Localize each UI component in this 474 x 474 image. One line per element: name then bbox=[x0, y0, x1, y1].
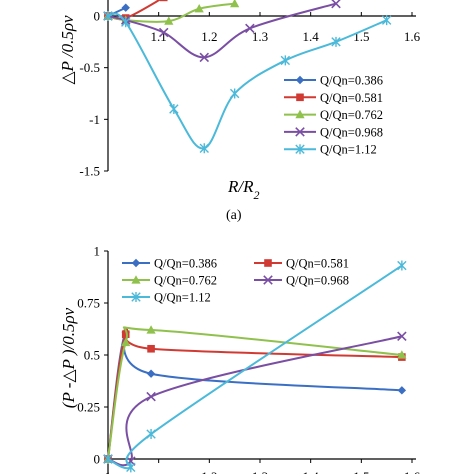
panel-b-data-point bbox=[397, 350, 407, 359]
panel-b-data-point bbox=[146, 325, 156, 334]
panel-b-legend-item-4: Q/Qn=0.968 bbox=[254, 274, 349, 288]
panel-b-tick-labels: 0 0.25 0.5 0.75 1 1 1.2 1.3 1.4 1.5 1.6 bbox=[77, 244, 420, 474]
panel-a-data-point bbox=[121, 3, 130, 12]
panel-b-x-tick-label: 1 bbox=[105, 469, 112, 474]
panel-a-y-tick-label: -0.5 bbox=[79, 60, 100, 75]
panel-b-legend-item-3: Q/Qn=0.762 bbox=[122, 274, 217, 288]
panel-a-data-point bbox=[159, 0, 168, 2]
panel-a-legend-marker bbox=[295, 127, 305, 137]
panel-b-data-point bbox=[121, 337, 131, 347]
panel-b-legend-item-1: Q/Qn=0.386 bbox=[122, 257, 217, 271]
panel-b-data-point bbox=[147, 344, 155, 353]
panel-b: 0 0.25 0.5 0.75 1 1 1.2 1.3 1.4 1.5 1.6 Q/Qn=0.386… bbox=[59, 244, 421, 474]
panel-a-data-point bbox=[103, 11, 113, 21]
panel-b-x-tick-label: 1.5 bbox=[353, 469, 369, 474]
panel-b-y-tick-label: 0.75 bbox=[77, 296, 100, 311]
panel-b-legend-label: Q/Qn=0.581 bbox=[286, 257, 349, 271]
panel-b-y-tick-label: 1 bbox=[94, 244, 101, 259]
panel-a-y-tick-label: -1 bbox=[89, 112, 100, 127]
panel-a-data-point bbox=[229, 88, 240, 99]
panel-b-data-point bbox=[126, 462, 136, 473]
panel-a-legend-label: Q/Qn=0.581 bbox=[320, 91, 383, 105]
panel-a-legend-label: Q/Qn=0.968 bbox=[320, 125, 383, 139]
panel-a-legend: Q/Qn=0.386 Q/Qn=0.581 Q/Qn=0.762 Q/Qn=0.968… bbox=[284, 74, 383, 157]
panel-b-legend-label: Q/Qn=0.386 bbox=[154, 257, 217, 271]
panel-a-x-axis-label: R/R2 bbox=[227, 177, 260, 202]
panel-b-data-point bbox=[397, 260, 407, 271]
panel-a-y-tick-label: 0 bbox=[94, 9, 101, 24]
panel-a-data-point bbox=[164, 16, 174, 25]
panel-a-x-tick-label: 1.3 bbox=[252, 29, 268, 44]
panel-a-data-point bbox=[199, 52, 210, 63]
panel-a-data-point bbox=[158, 27, 169, 38]
panel-b-data-point bbox=[146, 429, 156, 440]
panel-a-data-point bbox=[230, 0, 240, 8]
panel-b-series-line-3 bbox=[107, 326, 402, 460]
panel-a-x-tick-label: 1.4 bbox=[303, 29, 320, 44]
panel-b-legend-marker bbox=[131, 258, 141, 268]
panel-a-legend-marker bbox=[296, 93, 304, 102]
panel-a-legend-item-5: Q/Qn=1.12 bbox=[284, 143, 377, 157]
panel-b-legend-label: Q/Qn=0.762 bbox=[154, 274, 217, 288]
panel-b-data-point bbox=[146, 369, 156, 378]
panel-a-tick-labels: 0-0.5-1-1.51.1 1.2 1.3 1.4 1.5 1.6 bbox=[79, 9, 420, 179]
panel-a-legend-label: Q/Qn=0.762 bbox=[320, 108, 383, 122]
panel-a-x-tick-label: 1.6 bbox=[404, 29, 421, 44]
panel-a-series bbox=[103, 0, 392, 154]
panel-a-axes bbox=[104, 0, 416, 172]
panel-a-data-point bbox=[331, 36, 341, 47]
panel-b-y-tick-label: 0.5 bbox=[84, 348, 100, 363]
panel-a-legend-item-3: Q/Qn=0.762 bbox=[284, 108, 383, 122]
panel-a: 0-0.5-1-1.51.1 1.2 1.3 1.4 1.5 1.6 Q/Qn=0.386… bbox=[58, 0, 421, 223]
panel-a-x-tick-label: 1.2 bbox=[201, 29, 217, 44]
panel-b-y-axis-label: (P -△P )/0.5ρv bbox=[59, 307, 78, 408]
panel-b-data-point bbox=[397, 386, 407, 395]
panel-b-legend-item-2: Q/Qn=0.581 bbox=[254, 257, 349, 271]
panel-a-data-point bbox=[199, 143, 209, 154]
panel-a-legend-item-1: Q/Qn=0.386 bbox=[284, 74, 383, 88]
panel-b-legend-marker bbox=[131, 292, 141, 302]
panel-a-caption: (a) bbox=[226, 208, 242, 223]
panel-a-data-point bbox=[169, 104, 179, 114]
panel-b-x-tick-label: 1.3 bbox=[252, 469, 268, 474]
panel-b-x-tick-label: 1.2 bbox=[201, 469, 217, 474]
panel-a-y-axis-label: △P /0.5ρv bbox=[58, 15, 77, 85]
panel-a-data-point bbox=[331, 0, 341, 9]
panel-a-data-point bbox=[245, 23, 255, 34]
panel-a-legend-item-2: Q/Qn=0.581 bbox=[284, 91, 383, 105]
panel-b-y-tick-label: 0 bbox=[94, 452, 101, 467]
panel-b-legend-marker bbox=[264, 259, 272, 267]
panel-b-legend-label: Q/Qn=0.968 bbox=[286, 274, 349, 288]
panel-a-series-line-5 bbox=[107, 12, 388, 150]
panel-a-legend-marker bbox=[295, 144, 305, 155]
panel-b-axes bbox=[104, 250, 416, 474]
panel-b-legend-item-5: Q/Qn=1.12 bbox=[122, 291, 211, 305]
panel-b-x-tick-label: 1.6 bbox=[404, 469, 421, 474]
panel-a-legend-item-4: Q/Qn=0.968 bbox=[284, 125, 383, 139]
panel-b-legend: Q/Qn=0.386 Q/Qn=0.581 Q/Qn=0.762 Q/Qn=0.968… bbox=[122, 257, 349, 305]
panel-b-data-point bbox=[103, 454, 113, 464]
panel-a-data-point bbox=[121, 17, 131, 28]
panel-b-data-point bbox=[146, 391, 156, 402]
panel-b-legend-marker bbox=[131, 275, 141, 284]
panel-b-series bbox=[103, 260, 407, 473]
panel-b-data-point bbox=[397, 331, 407, 342]
panel-a-data-point bbox=[194, 3, 204, 13]
panel-a-legend-marker bbox=[295, 109, 305, 119]
panel-a-data-point bbox=[381, 15, 392, 26]
panel-a-legend-label: Q/Qn=1.12 bbox=[320, 143, 377, 157]
panel-b-legend-marker bbox=[263, 275, 273, 285]
panel-b-x-tick-label: 1.4 bbox=[303, 469, 320, 474]
panel-a-legend-label: Q/Qn=0.386 bbox=[320, 74, 383, 88]
panel-b-legend-label: Q/Qn=1.12 bbox=[154, 291, 211, 305]
panel-b-series-line-4 bbox=[107, 335, 403, 467]
panel-a-data-point bbox=[280, 55, 291, 66]
panel-a-legend-marker bbox=[295, 75, 305, 85]
panel-a-y-tick-label: -1.5 bbox=[79, 164, 100, 179]
panel-b-data-point bbox=[121, 330, 130, 338]
panel-b-y-tick-label: 0.25 bbox=[77, 400, 100, 415]
